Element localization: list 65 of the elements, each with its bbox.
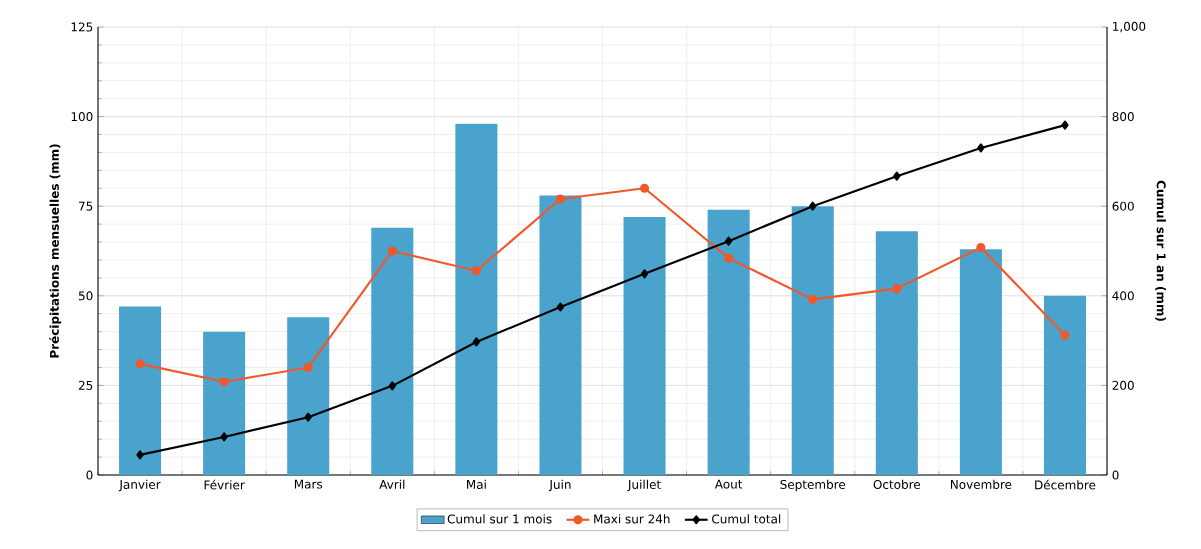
y2-tick-label: 0 [1112,470,1119,480]
point [136,450,144,460]
y-tick-label: 75 [79,201,93,211]
point [304,412,312,422]
point [1061,120,1069,130]
y-tick-label: 25 [78,380,93,390]
point [892,284,902,294]
bar [791,206,834,475]
y2-tick-label: 1,000 [1113,21,1146,33]
point [977,143,985,153]
bar [119,306,162,475]
bar [539,195,582,475]
x-tick-label: Décembre [1035,479,1096,490]
point [556,302,565,312]
point [387,246,397,256]
legend-label: Maxi sur 24h [594,514,670,524]
x-tick-label: Octobre [873,479,921,489]
point [555,194,565,204]
point [808,294,818,304]
x-tick-label: Février [204,479,245,490]
point [976,242,986,252]
point [724,236,733,246]
point [724,253,734,263]
bar [203,331,246,475]
bar [1043,295,1086,475]
y-axis-title: Précipitations mensuelles (mm) [49,144,62,358]
y2-tick-label: 400 [1112,291,1134,301]
point [219,377,229,387]
x-tick-label: Aout [714,479,743,489]
legend-label: Cumul sur 1 mois [447,514,552,524]
legend-label: Cumul total [712,514,781,524]
point [893,171,901,181]
point [135,359,145,369]
x-tick-label: Avril [379,479,405,489]
y2-tick-label: 800 [1112,112,1134,122]
point [388,381,396,391]
point [471,266,481,276]
point [220,432,228,442]
point [809,201,817,211]
y-tick-label: 125 [71,22,93,32]
point [472,337,481,347]
point [1060,330,1070,340]
bar [371,227,414,475]
x-tick-label: Janvier [118,479,161,492]
bar [455,123,498,475]
x-tick-label: Novembre [950,479,1012,489]
x-tick-label: Juillet [627,479,661,492]
y2-axis-title: Cumul sur 1 an (mm) [1155,180,1166,321]
x-tick-label: Mai [467,479,486,489]
point [303,362,313,373]
point [640,183,650,193]
y2-tick-label: 600 [1112,201,1134,211]
bar [707,209,750,475]
x-tick-label: Septembre [780,479,846,492]
bar [287,317,330,475]
x-tick-label: Juin [548,479,571,492]
y-tick-label: 0 [86,470,93,480]
bar [959,249,1002,475]
y-tick-label: 50 [78,291,93,301]
bar [875,231,918,475]
point [640,269,649,279]
y-tick-label: 100 [71,112,93,122]
x-tick-label: Mars [294,479,323,489]
bar [623,216,666,475]
y2-tick-label: 200 [1112,380,1134,390]
